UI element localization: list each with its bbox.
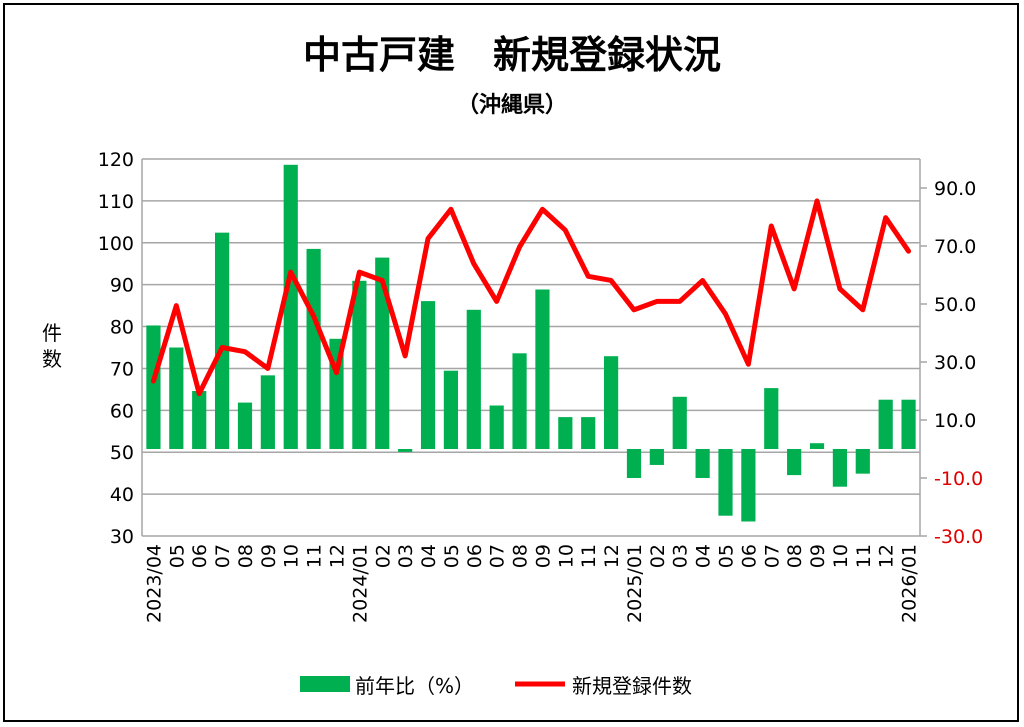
bar-yoy-06 bbox=[741, 449, 756, 522]
bar-yoy-04 bbox=[420, 301, 436, 449]
x-axis-tick-label: 06 bbox=[738, 544, 760, 568]
bar-yoy-2025/01 bbox=[626, 449, 642, 478]
chart-subtitle: （沖縄県） bbox=[457, 93, 567, 118]
left-axis-tick-label: 110 bbox=[98, 191, 134, 213]
x-axis-tick-label: 2024/01 bbox=[349, 544, 371, 623]
x-axis-tick-label: 07 bbox=[761, 544, 783, 568]
bar-yoy-05 bbox=[718, 449, 733, 516]
bar-yoy-02 bbox=[375, 257, 390, 449]
x-axis-tick-label: 04 bbox=[693, 544, 715, 568]
x-axis-tick-label: 09 bbox=[258, 544, 280, 568]
bar-yoy-09 bbox=[260, 375, 275, 449]
chart-title: 中古戸建 新規登録状況 bbox=[303, 33, 721, 77]
x-axis-tick-label: 06 bbox=[189, 544, 211, 568]
x-axis-tick-label: 11 bbox=[853, 544, 875, 568]
legend-label-line: 新規登録件数 bbox=[572, 674, 692, 698]
bar-yoy-07 bbox=[489, 405, 504, 449]
left-axis-tick-label: 120 bbox=[98, 149, 134, 171]
bar-yoy-10 bbox=[832, 449, 848, 487]
x-axis-tick-label: 2023/04 bbox=[143, 544, 165, 623]
x-axis-tick-label: 02 bbox=[372, 544, 394, 568]
x-axis-tick-label: 11 bbox=[578, 544, 600, 568]
right-axis-tick-label: 70.0 bbox=[934, 236, 976, 258]
bar-yoy-09 bbox=[535, 289, 550, 449]
bar-yoy-08 bbox=[787, 449, 802, 476]
right-axis-tick-label: 50.0 bbox=[934, 294, 976, 316]
y-axis-label-char: 件 bbox=[42, 321, 62, 345]
bar-yoy-07 bbox=[764, 388, 779, 449]
bar-yoy-03 bbox=[398, 449, 413, 452]
bar-yoy-2023/04 bbox=[146, 325, 161, 449]
x-axis-tick-label: 12 bbox=[327, 544, 349, 568]
left-axis-tick-label: 50 bbox=[110, 442, 134, 464]
bar-yoy-11 bbox=[581, 417, 596, 449]
x-axis-tick-label: 08 bbox=[510, 544, 532, 568]
left-axis-tick-label: 30 bbox=[110, 526, 134, 548]
bar-yoy-02 bbox=[649, 449, 664, 465]
x-axis-tick-label: 11 bbox=[304, 544, 326, 568]
x-axis-tick-label: 08 bbox=[235, 544, 257, 568]
bar-yoy-06 bbox=[192, 391, 207, 449]
y-axis-label-char: 数 bbox=[42, 347, 62, 371]
x-axis-tick-label: 12 bbox=[601, 544, 623, 568]
x-axis-tick-label: 09 bbox=[532, 544, 554, 568]
x-axis-tick-label: 2026/01 bbox=[899, 544, 921, 623]
bar-yoy-10 bbox=[283, 164, 298, 450]
bar-yoy-12 bbox=[878, 399, 893, 449]
x-axis-tick-label: 02 bbox=[647, 544, 669, 568]
left-axis-tick-label: 70 bbox=[110, 358, 134, 380]
line-registrations bbox=[150, 198, 912, 397]
left-axis-tick-label: 80 bbox=[110, 317, 134, 339]
legend-label-bar: 前年比（%） bbox=[355, 674, 474, 698]
left-axis-tick-label: 90 bbox=[110, 275, 134, 297]
x-axis-tick-label: 08 bbox=[784, 544, 806, 568]
bar-yoy-06 bbox=[466, 309, 481, 449]
x-axis-tick-label: 2025/01 bbox=[624, 544, 646, 623]
x-axis-tick-label: 04 bbox=[418, 544, 440, 568]
left-axis-tick-label: 40 bbox=[110, 484, 134, 506]
left-axis-tick-label: 100 bbox=[98, 233, 134, 255]
chart-frame bbox=[3, 3, 1019, 722]
bar-yoy-08 bbox=[237, 402, 253, 449]
bar-yoy-11 bbox=[306, 248, 321, 449]
right-axis-tick-label: 10.0 bbox=[934, 410, 976, 432]
x-axis-tick-label: 10 bbox=[281, 544, 303, 568]
x-axis-tick-label: 10 bbox=[555, 544, 577, 568]
legend-swatch-bar bbox=[300, 676, 350, 692]
x-axis-tick-label: 12 bbox=[876, 544, 898, 568]
bar-yoy-10 bbox=[558, 417, 573, 449]
y-axis-label: 件数 bbox=[42, 321, 62, 371]
right-axis-tick-label: -10.0 bbox=[934, 468, 983, 490]
bar-yoy-05 bbox=[169, 347, 184, 449]
bar-yoy-09 bbox=[809, 443, 825, 449]
bar-yoy-12 bbox=[603, 356, 619, 449]
x-axis-tick-label: 07 bbox=[212, 544, 234, 568]
x-axis-tick-label: 09 bbox=[807, 544, 829, 568]
bar-yoy-07 bbox=[214, 232, 230, 449]
bar-yoy-04 bbox=[695, 449, 710, 478]
bar-yoy-08 bbox=[512, 353, 527, 449]
left-axis-tick-label: 60 bbox=[110, 400, 134, 422]
x-axis-tick-label: 10 bbox=[830, 544, 852, 568]
bar-yoy-2024/01 bbox=[352, 280, 367, 449]
x-axis-tick-label: 03 bbox=[395, 544, 417, 568]
bar-yoy-03 bbox=[672, 396, 687, 449]
x-axis-tick-label: 07 bbox=[487, 544, 509, 568]
right-axis-tick-label: -30.0 bbox=[934, 526, 983, 548]
right-axis-tick-label: 90.0 bbox=[934, 178, 976, 200]
right-axis-tick-label: 30.0 bbox=[934, 352, 976, 374]
bar-yoy-2026/01 bbox=[901, 399, 916, 449]
x-axis-tick-label: 06 bbox=[464, 544, 486, 568]
x-axis-tick-label: 05 bbox=[441, 544, 463, 568]
x-axis-tick-label: 03 bbox=[670, 544, 692, 568]
x-axis-tick-label: 05 bbox=[166, 544, 188, 568]
bar-yoy-11 bbox=[855, 449, 870, 474]
bar-yoy-05 bbox=[443, 370, 459, 449]
x-axis-tick-label: 05 bbox=[716, 544, 738, 568]
